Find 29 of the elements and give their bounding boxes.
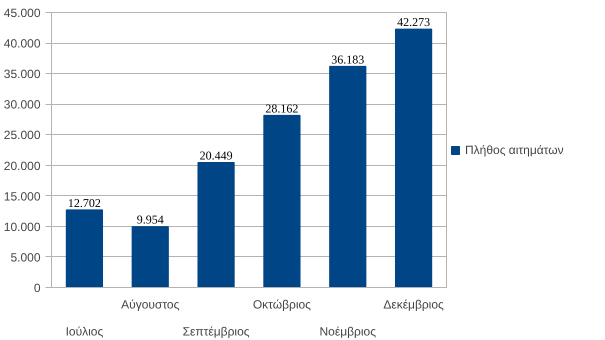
y-tick-label: 45.000 (4, 6, 41, 20)
y-tick-label: 30.000 (4, 98, 41, 112)
x-tick-label: Σεπτέμβριος (182, 324, 250, 338)
y-tick-label: 0 (34, 281, 41, 295)
y-tick-label: 35.000 (4, 67, 41, 82)
x-tick-label: Δεκέμβριος (383, 298, 444, 312)
legend-label: Πλήθος αιτημάτων (465, 142, 564, 156)
y-tick-label: 20.000 (4, 158, 41, 173)
y-tick-label: 25.000 (4, 128, 41, 142)
text: 28.162 (265, 101, 298, 116)
text: 20.449 (200, 148, 233, 163)
text: 42.273 (397, 15, 430, 30)
bar (394, 28, 432, 288)
x-tick-label: Αύγουστος (121, 298, 180, 312)
bar (132, 226, 169, 288)
text: 12.702 (68, 196, 101, 210)
x-tick-label: Νοέμβριος (320, 324, 376, 338)
bar (197, 162, 235, 288)
y-tick-label: 40.000 (4, 36, 41, 51)
bar (329, 66, 366, 288)
bar (263, 114, 301, 288)
x-tick-label: Οκτώβριος (252, 298, 312, 312)
y-tick-label: 10.000 (4, 220, 41, 234)
text: 9.954 (136, 212, 164, 227)
bar (66, 209, 104, 288)
y-tick-label: 5.000 (10, 250, 41, 264)
text: 36.183 (331, 52, 364, 66)
x-tick-label: Ιούλιος (66, 324, 104, 338)
y-tick-label: 15.000 (4, 189, 41, 204)
